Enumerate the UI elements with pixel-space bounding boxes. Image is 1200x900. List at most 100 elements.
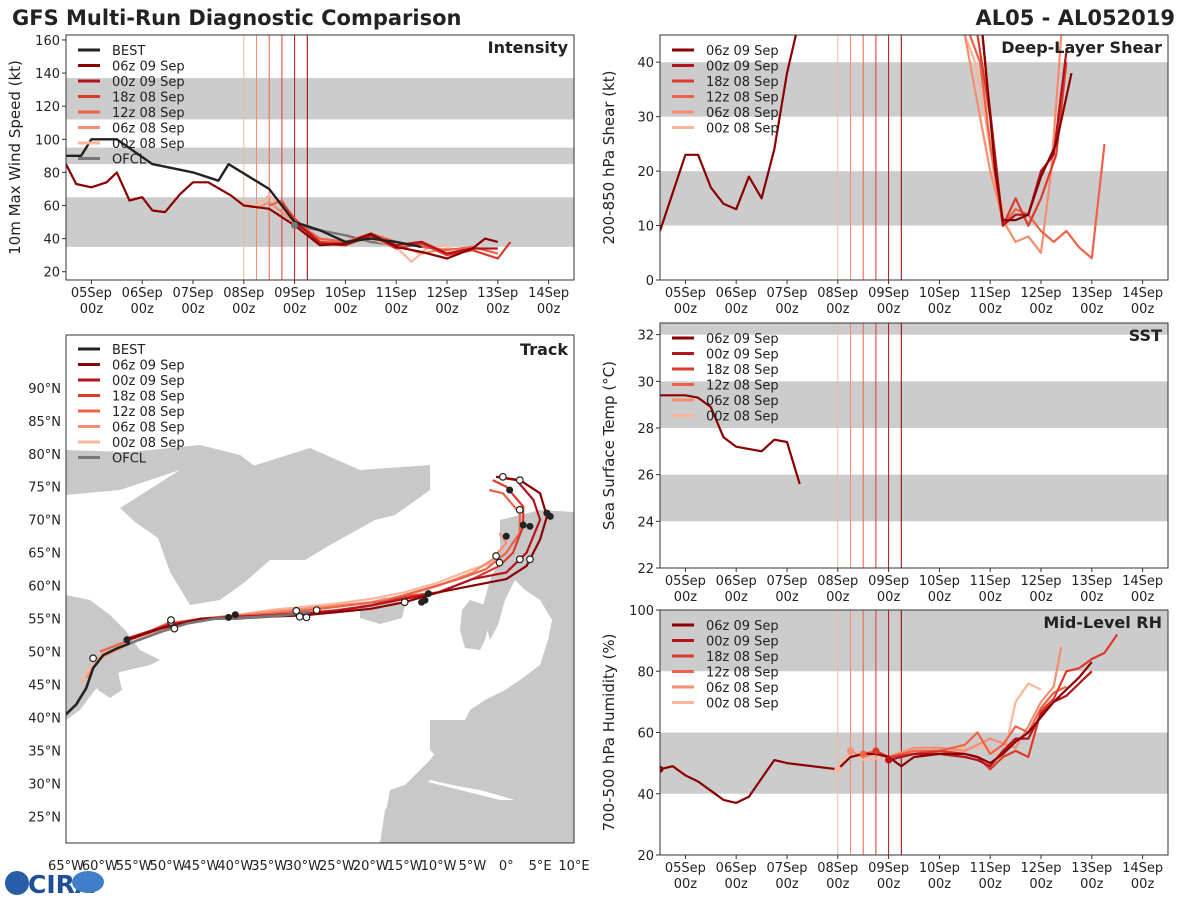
intensity-legend-label-18z-08-sep: 18z 08 Sep <box>112 91 185 106</box>
intensity-band-2 <box>66 78 574 120</box>
track-lon-label: 15°W <box>387 859 423 874</box>
track-lon-label: 25°W <box>319 859 355 874</box>
track-marker-filled <box>424 590 432 598</box>
intensity-panel: 2040608010012014016005Sep00z06Sep00z07Se… <box>6 34 575 317</box>
track-best-line <box>66 641 131 717</box>
rh-title: Mid-Level RH <box>1043 613 1162 632</box>
rh-ytick-label: 40 <box>637 788 654 803</box>
track-lon-label: 60°W <box>82 859 118 874</box>
shear-series-06z-08-sep <box>963 35 1063 254</box>
track-lon-label: 30°W <box>285 859 321 874</box>
rh-xtick-hour: 00z <box>1131 877 1155 892</box>
track-marker-open <box>312 606 321 615</box>
shear-xtick-date: 11Sep <box>970 286 1011 301</box>
sst-ytick-label: 26 <box>637 469 654 484</box>
track-lat-label: 90°N <box>28 382 61 397</box>
intensity-xtick-hour: 00z <box>181 302 205 317</box>
sst-ytick-label: 32 <box>637 329 654 344</box>
shear-xtick-hour: 00z <box>674 302 698 317</box>
intensity-title: Intensity <box>488 38 569 57</box>
sst-xtick-date: 05Sep <box>665 574 706 589</box>
rh-start-marker <box>885 756 893 764</box>
track-marker-open <box>295 612 304 621</box>
intensity-series-06z-09-sep <box>66 163 499 260</box>
track-panel: 25°N 30°N 35°N 40°N 45°N 50°N 55°N 60°N 65°N 70°N… <box>28 334 590 874</box>
intensity-series-18z-08-sep <box>281 201 512 260</box>
rh-series-06z-09-sep <box>660 661 1093 804</box>
sst-xtick-date: 13Sep <box>1071 574 1112 589</box>
rh-xtick-date: 08Sep <box>817 861 858 876</box>
rh-start-marker <box>847 747 854 755</box>
track-ofcl-line <box>129 610 310 645</box>
track-title: Track <box>520 340 568 359</box>
rh-xtick-date: 11Sep <box>970 861 1011 876</box>
shear-legend-label-18z-08-sep: 18z 08 Sep <box>706 75 779 90</box>
track-lat-label: 65°N <box>28 547 61 562</box>
sst-xtick-date: 10Sep <box>919 574 960 589</box>
track-legend-label-12z-08-sep: 12z 08 Sep <box>112 405 185 420</box>
intensity-legend-label-12z-08-sep: 12z 08 Sep <box>112 106 185 121</box>
intensity-xtick-date: 10Sep <box>325 286 366 301</box>
shear-xtick-date: 05Sep <box>665 286 706 301</box>
track-lon-label: 20°W <box>353 859 389 874</box>
shear-xtick-date: 08Sep <box>817 286 858 301</box>
sst-ylabel: Sea Surface Temp (°C) <box>600 361 618 530</box>
shear-series-06z-09-sep <box>660 35 1073 232</box>
shear-xtick-hour: 00z <box>725 302 749 317</box>
shear-xtick-date: 13Sep <box>1071 286 1112 301</box>
track-lon-label: 10°W <box>421 859 457 874</box>
shear-frame <box>659 34 1169 281</box>
intensity-best-line <box>66 138 422 249</box>
rh-xtick-hour: 00z <box>826 877 850 892</box>
figure-title: GFS Multi-Run Diagnostic Comparison <box>12 6 461 30</box>
sst-legend-label-12z-08-sep: 12z 08 Sep <box>706 379 779 394</box>
sst-series-06z-09-sep <box>660 394 801 485</box>
intensity-ytick-label: 100 <box>35 133 60 148</box>
track-lat-label: 35°N <box>28 745 61 760</box>
track-marker-open <box>515 476 524 485</box>
track-lon-label: 40°W <box>217 859 253 874</box>
shear-xtick-date: 07Sep <box>766 286 807 301</box>
shear-panel: 01020304005Sep00z06Sep00z07Sep00z08Sep00… <box>600 34 1169 317</box>
sst-frame <box>659 322 1169 569</box>
track-marker-open <box>400 598 409 607</box>
sst-title: SST <box>1129 326 1162 345</box>
intensity-xtick-date: 05Sep <box>71 286 112 301</box>
track-marker-open <box>89 654 97 663</box>
intensity-xtick-date: 09Sep <box>274 286 315 301</box>
track-legend-label-00z-09-sep: 00z 09 Sep <box>112 374 185 389</box>
intensity-xtick-date: 12Sep <box>426 286 467 301</box>
rh-xtick-date: 12Sep <box>1020 861 1061 876</box>
shear-legend-label-06z-08-sep: 06z 08 Sep <box>706 106 779 121</box>
track-lat-label: 80°N <box>28 448 61 463</box>
logo-swoosh <box>72 871 104 893</box>
rh-series-18z-08-sep <box>875 633 1119 771</box>
shear-xtick-hour: 00z <box>775 302 799 317</box>
rh-xtick-date: 06Sep <box>716 861 757 876</box>
rh-legend-label-18z-08-sep: 18z 08 Sep <box>706 650 779 665</box>
rh-xtick-date: 10Sep <box>919 861 960 876</box>
shear-band-0 <box>660 171 1168 226</box>
track-lon-label: 35°W <box>251 859 287 874</box>
iberia <box>430 720 480 765</box>
shear-ylabel: 200-850 hPa Shear (kt) <box>600 71 618 245</box>
sst-xtick-date: 14Sep <box>1122 574 1163 589</box>
sst-legend-label-06z-08-sep: 06z 08 Sep <box>706 394 779 409</box>
track-legend-label-00z-08-sep: 00z 08 Sep <box>112 436 185 451</box>
intensity-xtick-hour: 00z <box>435 302 459 317</box>
sst-xtick-hour: 00z <box>674 590 698 605</box>
sst-xtick-date: 12Sep <box>1020 574 1061 589</box>
sst-legend-label-18z-08-sep: 18z 08 Sep <box>706 363 779 378</box>
sst-xtick-hour: 00z <box>928 590 952 605</box>
sst-xtick-hour: 00z <box>1131 590 1155 605</box>
track-lon-label: 65°W <box>48 859 84 874</box>
sst-xtick-date: 07Sep <box>766 574 807 589</box>
sst-ytick-label: 22 <box>637 562 654 577</box>
sst-xtick-date: 11Sep <box>970 574 1011 589</box>
intensity-frame <box>65 34 575 281</box>
track-marker-filled <box>519 521 527 529</box>
sst-xtick-hour: 00z <box>826 590 850 605</box>
track-lat-label: 85°N <box>28 415 61 430</box>
rh-xtick-date: 13Sep <box>1071 861 1112 876</box>
track-marker-filled <box>421 596 429 604</box>
